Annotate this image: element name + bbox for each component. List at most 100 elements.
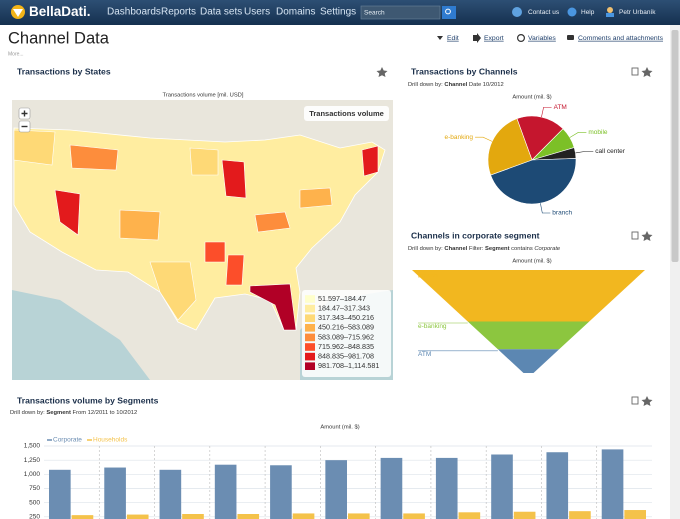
bar <box>348 513 370 519</box>
action-link[interactable]: Comments and attachments <box>578 35 664 42</box>
map-subtitle: Transactions volume [mil. USD] <box>163 93 244 99</box>
legend-label: 583.089–715.962 <box>318 332 374 341</box>
favorite-icon[interactable] <box>641 67 653 77</box>
export-icon[interactable] <box>631 67 639 76</box>
nav-link[interactable]: Contact us <box>528 9 560 16</box>
pie-label: call center <box>595 148 625 155</box>
drill-filter: From 12/2011 to 10/2012 <box>73 410 138 416</box>
state-shape <box>54 189 81 236</box>
bar <box>380 457 403 519</box>
state-shape <box>69 144 119 171</box>
bar <box>458 512 481 519</box>
map-water <box>12 290 150 380</box>
favorite-icon[interactable] <box>641 231 653 241</box>
state-shape <box>225 254 245 286</box>
drill-filter-value: Corporate <box>534 246 561 252</box>
menu-item[interactable]: Dashboards <box>107 7 161 18</box>
menu-item[interactable]: Settings <box>320 7 356 18</box>
legend-label: 317.343–450.216 <box>318 313 374 322</box>
drill-filter-label: Filter: <box>469 246 484 252</box>
funnel-segment <box>467 321 590 350</box>
page-title: Channel Data <box>8 29 110 47</box>
action-link[interactable]: Export <box>484 35 504 42</box>
drill-filter-op: contains <box>511 246 533 252</box>
state-shape <box>204 241 226 263</box>
panel-title: Transactions volume by Segments <box>17 395 159 405</box>
bar <box>237 514 260 519</box>
export-icon[interactable] <box>631 396 639 405</box>
drill-field: Channel <box>444 82 467 88</box>
y-tick-label: 250 <box>29 514 40 519</box>
edit-icon <box>437 36 443 40</box>
contact-icon <box>512 7 522 17</box>
funnel-label: ATM <box>418 351 431 358</box>
legend-label: Households <box>93 437 128 444</box>
y-tick-label: 1,500 <box>24 443 41 450</box>
bar <box>624 510 646 519</box>
funnel-segment <box>412 270 645 322</box>
search-placeholder: Search <box>364 10 385 17</box>
state-shape <box>299 187 333 209</box>
bar <box>159 469 182 519</box>
nav-link[interactable]: Help <box>581 9 595 16</box>
bar <box>569 511 591 519</box>
menu-item[interactable]: Users <box>244 7 270 18</box>
drill-filter-field: Segment <box>485 246 510 252</box>
pie-connector <box>475 136 493 142</box>
map-legend: 51.597–184.47184.47–317.343317.343–450.2… <box>305 294 379 370</box>
state-shape <box>361 145 379 177</box>
bar <box>435 457 458 519</box>
search-button[interactable] <box>442 6 456 19</box>
menu-item[interactable]: Reports <box>161 7 196 18</box>
logo-text[interactable]: BellaDati. <box>29 4 91 19</box>
chart-subtitle: Amount (mil. $) <box>512 259 551 265</box>
more-link[interactable]: More... <box>8 51 24 57</box>
nav-link[interactable]: Petr Urbaník <box>619 9 656 16</box>
legend-swatch <box>305 333 315 342</box>
bar <box>214 464 237 519</box>
drill-text: Drill down by: Channel Date 10/2012 <box>408 82 504 88</box>
legend-swatch <box>305 295 315 303</box>
legend-label: Corporate <box>53 437 82 444</box>
action-link[interactable]: Variables <box>528 35 556 42</box>
y-tick-label: 500 <box>29 499 40 506</box>
state-shape <box>221 159 247 199</box>
export-icon[interactable] <box>631 231 639 240</box>
us-land <box>13 127 386 331</box>
funnel-label: branch <box>418 273 438 280</box>
bar <box>513 511 536 519</box>
pie-label: e-banking <box>444 134 473 141</box>
favorite-icon[interactable] <box>641 396 653 406</box>
legend-swatch <box>305 304 315 313</box>
user-icon-body <box>606 13 614 17</box>
zoom-in-icon <box>21 110 28 117</box>
scrollbar-track[interactable] <box>670 25 680 519</box>
legend-swatch <box>305 362 315 370</box>
scrollbar-thumb[interactable] <box>671 30 679 262</box>
panel-title: Transactions by Channels <box>411 66 518 76</box>
legend-label: 51.597–184.47 <box>318 294 366 303</box>
drill-field: Channel <box>444 246 467 252</box>
panel-title: Channels in corporate segment <box>411 230 540 240</box>
action-link[interactable]: Edit <box>447 35 459 42</box>
bar <box>491 454 513 519</box>
state-shape <box>254 211 291 233</box>
menu-item[interactable]: Data sets <box>200 7 242 18</box>
help-icon <box>567 7 577 17</box>
comments-icon <box>567 35 574 40</box>
panel-title: Transactions by States <box>17 66 111 76</box>
state-shape <box>249 283 297 331</box>
menu-item[interactable]: Domains <box>276 7 315 18</box>
drill-label: Drill down by: <box>408 82 443 88</box>
favorite-icon[interactable] <box>376 67 388 77</box>
bar <box>104 467 126 519</box>
bar <box>292 513 315 519</box>
legend-swatch <box>305 343 315 351</box>
nav-bar <box>0 0 680 25</box>
chart-subtitle: Amount (mil. $) <box>512 95 551 101</box>
pie-connector <box>540 203 551 214</box>
state-shape <box>149 261 197 321</box>
search-input[interactable] <box>360 5 441 20</box>
